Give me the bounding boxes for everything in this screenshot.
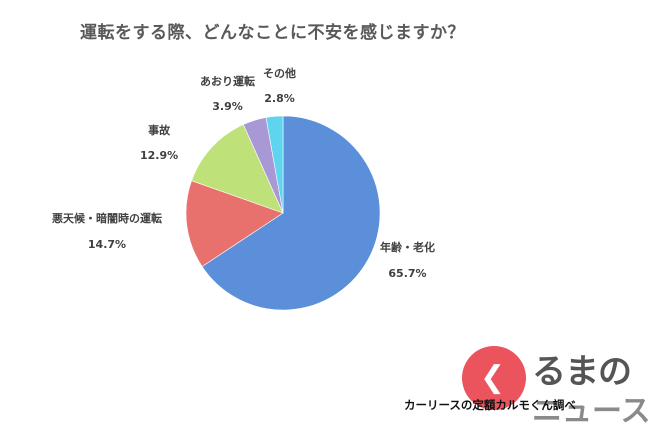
- chart-title: 運転をする際、どんなことに不安を感じますか？: [80, 23, 465, 43]
- slice-label-value: 65.7%: [388, 267, 427, 280]
- slice-label-text: 悪天候・暗闇時の運転: [52, 212, 162, 225]
- slice-other: [265, 115, 284, 214]
- slice-weather: [185, 180, 284, 267]
- slice-label-tailgating: あおり運転 3.9%: [200, 74, 255, 115]
- pie-slices: [185, 115, 381, 311]
- slice-label-age: 年齢・老化 65.7%: [380, 240, 435, 282]
- slice-label-value: 2.8%: [264, 92, 295, 105]
- site-logo: ❮ るまの ニュース: [458, 338, 650, 433]
- source-credit: カーリースの定額カルモくん調べ: [404, 398, 576, 412]
- logo-badge: [462, 346, 526, 410]
- slice-label-value: 14.7%: [87, 238, 127, 251]
- logo-text: るまの: [532, 352, 632, 392]
- slice-label-text: 年齢・老化: [380, 241, 435, 254]
- slice-label-value: 3.9%: [212, 100, 243, 113]
- chevron-left-icon: ❮: [480, 360, 506, 395]
- slice-age: [201, 115, 381, 311]
- logo-subtext: ニュース: [532, 394, 650, 429]
- slice-label-value: 12.9%: [140, 149, 179, 162]
- slice-label-other: その他 2.8%: [263, 66, 296, 107]
- slice-label-text: 事故: [148, 124, 171, 137]
- slice-label-text: その他: [263, 67, 296, 80]
- slice-label-weather: 悪天候・暗闇時の運転 14.7%: [52, 211, 162, 253]
- slice-label-text: あおり運転: [200, 75, 255, 88]
- slice-accident: [191, 124, 284, 214]
- slice-label-accident: 事故 12.9%: [140, 123, 178, 164]
